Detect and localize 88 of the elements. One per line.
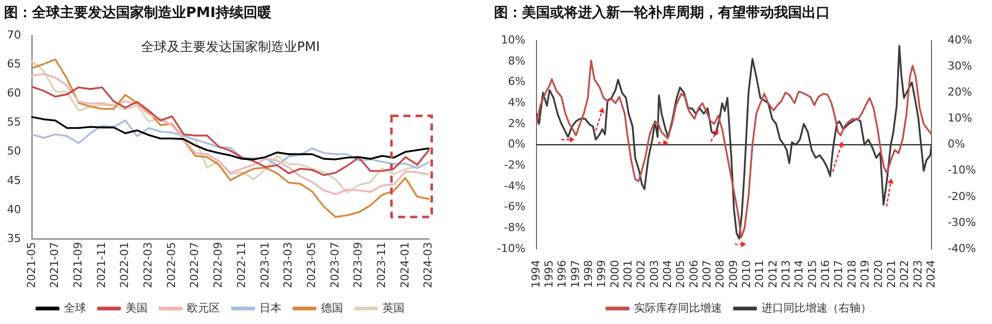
x-tick-label: 2003 (648, 260, 661, 288)
x-tick-label: 2014 (792, 260, 806, 288)
x-tick-label: 2023-11 (374, 242, 388, 288)
y-tick-label: 2% (508, 116, 526, 130)
x-tick-label: 2023-03 (282, 242, 295, 288)
legend-label: 日本 (260, 301, 282, 314)
y-tick-label: -4% (504, 179, 526, 192)
x-tick-label: 2022-09 (212, 242, 225, 288)
legend-label: 欧元区 (187, 301, 220, 314)
x-tick-label: 2013 (780, 260, 793, 288)
x-tick-label: 2023 (911, 260, 924, 288)
y-tick-label: 4% (508, 96, 526, 109)
x-tick-label: 2023-05 (304, 242, 318, 288)
y2-tick-label: 30% (948, 60, 972, 73)
y2-tick-label: 0% (948, 138, 966, 151)
x-tick-label: 2021 (884, 260, 898, 288)
x-tick-label: 2022-01 (118, 242, 132, 288)
y-tick-label: 0% (508, 138, 526, 151)
x-tick-label: 2010 (740, 260, 754, 288)
y2-tick-label: 40% (948, 33, 972, 46)
y-tick-label: 40 (6, 202, 21, 216)
x-tick-label: 1994 (529, 260, 542, 288)
x-tick-label: 2021-09 (72, 242, 85, 288)
x-tick-label: 1998 (582, 260, 595, 288)
x-tick-label: 2021-05 (24, 242, 38, 288)
x-tick-label: 2024-01 (398, 242, 412, 288)
y-tick-label: 10% (500, 33, 526, 46)
x-tick-label: 2017 (832, 260, 846, 288)
legend-label: 英国 (382, 301, 404, 314)
y2-tick-label: -40% (948, 242, 976, 255)
x-tick-label: 2012 (766, 260, 780, 288)
y-tick-label: -6% (504, 200, 526, 214)
y2-tick-label: -10% (948, 164, 976, 177)
x-tick-label: 2004 (661, 260, 674, 288)
x-tick-label: 2009 (726, 260, 740, 288)
y2-tick-label: -30% (948, 216, 976, 229)
y-tick-label: 8% (508, 54, 526, 68)
x-tick-label: 1997 (568, 260, 582, 288)
y2-tick-label: -20% (948, 190, 976, 203)
y-tick-label: -10% (496, 242, 526, 255)
x-tick-label: 2021-11 (94, 242, 108, 288)
x-tick-label: 1996 (556, 260, 569, 288)
chart-title: 图：全球主要发达国家制造业PMI持续回暖 (4, 4, 272, 22)
y2-tick-label: 10% (948, 112, 972, 125)
y-tick-label: 45 (6, 174, 21, 187)
y-tick-label: 6% (508, 75, 526, 88)
x-tick-label: 2016 (819, 260, 832, 288)
legend-label: 美国 (126, 301, 148, 314)
x-tick-label: 2022-05 (164, 242, 178, 288)
y-tick-label: 55 (6, 116, 21, 129)
x-tick-label: 2015 (806, 260, 819, 288)
x-tick-label: 1995 (542, 260, 556, 288)
legend-label: 进口同比增速（右轴） (762, 301, 872, 314)
legend-label: 实际库存同比增速 (634, 301, 722, 314)
x-tick-label: 2005 (674, 260, 688, 288)
y2-tick-label: 20% (948, 86, 972, 99)
x-tick-label: 2023-01 (258, 242, 272, 288)
x-tick-label: 2019 (858, 260, 872, 288)
y-tick-label: 50 (6, 144, 21, 158)
x-tick-label: 2023-09 (352, 242, 365, 288)
y-tick-label: -8% (504, 221, 526, 234)
y-tick-label: 60 (6, 86, 21, 100)
x-tick-label: 2007 (700, 260, 714, 288)
x-tick-label: 2020 (872, 260, 885, 288)
x-tick-label: 2000 (608, 260, 622, 288)
x-tick-label: 2011 (753, 260, 766, 288)
x-tick-label: 2022-11 (234, 242, 248, 288)
x-tick-label: 2001 (621, 260, 634, 288)
y-tick-label: 65 (6, 58, 21, 71)
y-tick-label: 70 (6, 28, 21, 42)
x-tick-label: 2022-03 (142, 242, 155, 288)
y-tick-label: -2% (504, 158, 526, 172)
y-tick-label: 35 (6, 232, 21, 245)
x-tick-label: 1999 (595, 260, 608, 288)
x-tick-label: 2023-07 (328, 242, 342, 288)
x-tick-label: 2008 (714, 260, 727, 288)
x-tick-label: 2018 (845, 260, 858, 288)
x-tick-label: 2022 (898, 260, 912, 288)
x-tick-label: 2022-07 (188, 242, 202, 288)
x-tick-label: 2006 (687, 260, 700, 288)
chart-title: 图：美国或将进入新一轮补库周期，有望带动我国出口 (494, 4, 830, 22)
x-tick-label: 2024-03 (422, 242, 435, 288)
x-tick-label: 2021-07 (48, 242, 62, 288)
x-tick-label: 2024 (924, 260, 938, 288)
legend-label: 全球 (64, 301, 86, 314)
x-tick-label: 2002 (634, 260, 648, 288)
legend-label: 德国 (321, 301, 343, 314)
chart-subtitle: 全球及主要发达国家制造业PMI (140, 38, 320, 55)
